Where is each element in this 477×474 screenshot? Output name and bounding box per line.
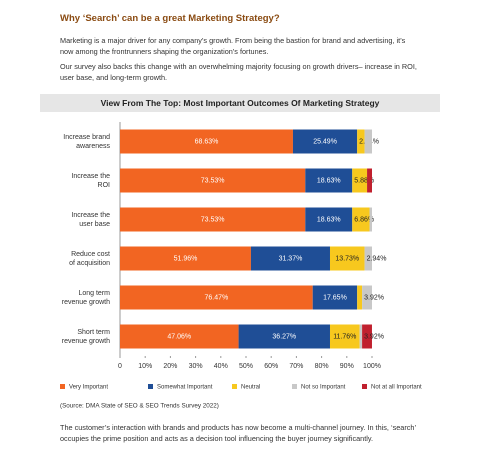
value-label: 5.88% [354,177,374,184]
legend-swatch [60,384,65,389]
value-label: 13.73% [335,255,359,262]
value-label: 18.63% [317,177,341,184]
x-tick-label: 60% [264,363,278,370]
category-label: Increase the [71,173,110,180]
bar-segment [120,168,306,193]
bar-segment [357,129,365,154]
value-label: 18.63% [317,216,341,223]
value-label: 47.06% [167,333,191,340]
value-label: 51.96% [174,255,198,262]
paragraph: Marketing is a major driver for any comp… [60,36,406,56]
value-label: 6.86% [354,216,374,223]
x-tick-label: 40% [214,363,228,370]
bar-segment [364,129,372,154]
bar-segment [367,168,372,193]
value-label: 73.53% [201,177,225,184]
legend-swatch [292,384,297,389]
legend-label: Very Important [69,385,108,391]
bar-segment [120,246,251,271]
value-label: 11.76% [333,333,356,340]
x-tick-label: 10% [138,363,152,370]
x-tick-label: 20% [163,363,177,370]
value-label: 76.47% [204,294,228,301]
category-label: Long term [78,290,110,297]
bar-segment [120,207,306,232]
bar-segment [352,168,368,193]
value-label: 2.94% [367,255,387,262]
bar-segment [305,168,353,193]
category-label: revenue growth [62,299,110,306]
bar-segment [238,324,330,349]
value-label: 3.92% [364,333,384,340]
legend-label: Somewhat Important [157,385,213,391]
bar-segment [250,246,330,271]
bar-segment [120,324,239,349]
bar-segment [305,207,353,232]
x-tick-label: 50% [239,363,253,370]
category-label: Increase the [71,212,110,219]
value-label: 3.92% [364,294,384,301]
category-label: Short term [77,329,110,336]
legend-label: Neutral [241,385,260,391]
category-label: revenue growth [62,338,110,345]
category-label: user base [79,221,110,228]
value-label: 17.65% [323,294,347,301]
paragraph: Our survey also backs this change with a… [60,62,417,82]
bar-segment [357,285,363,310]
value-label: 73.53% [201,216,225,223]
source: (Source: DMA State of SEO & SEO Trends S… [60,403,219,410]
bar-segment [364,246,372,271]
value-label: 25.49% [313,138,337,145]
bar-segment [120,285,313,310]
value-label: 31.37% [279,255,303,262]
legend-swatch [362,384,367,389]
value-label: 68.63% [195,138,219,145]
legend-swatch [148,384,153,389]
bar-segment [352,207,370,232]
category-label: awareness [76,143,110,150]
x-tick-label: 30% [189,363,203,370]
bar-segment [359,324,363,349]
category-label: of acquisition [69,260,110,267]
bar-segment [362,324,372,349]
category-label: Increase brand [63,134,110,141]
bar-segment [329,246,365,271]
heading: Why ‘Search’ can be a great Marketing St… [60,13,280,24]
chart-title: View From The Top: Most Important Outcom… [101,98,380,108]
title-band [40,94,440,112]
legend-label: Not so Important [301,385,346,391]
bar-segment [312,285,358,310]
legend-label: Not at all Important [371,385,422,391]
legend-swatch [232,384,237,389]
bar-segment [120,129,293,154]
bar-segment [329,324,360,349]
x-tick-label: 0 [118,363,122,370]
paragraph: The customer’s interaction with brands a… [60,423,416,443]
x-tick-label: 70% [289,363,303,370]
value-label: 36.27% [272,333,296,340]
category-label: Reduce cost [71,251,110,258]
x-tick-label: 80% [315,363,329,370]
x-tick-label: 100% [363,363,381,370]
bar-segment [292,129,358,154]
x-tick-label: 90% [340,363,354,370]
bar-segment [369,207,372,232]
bar-segment [362,285,372,310]
category-label: ROI [98,182,111,189]
